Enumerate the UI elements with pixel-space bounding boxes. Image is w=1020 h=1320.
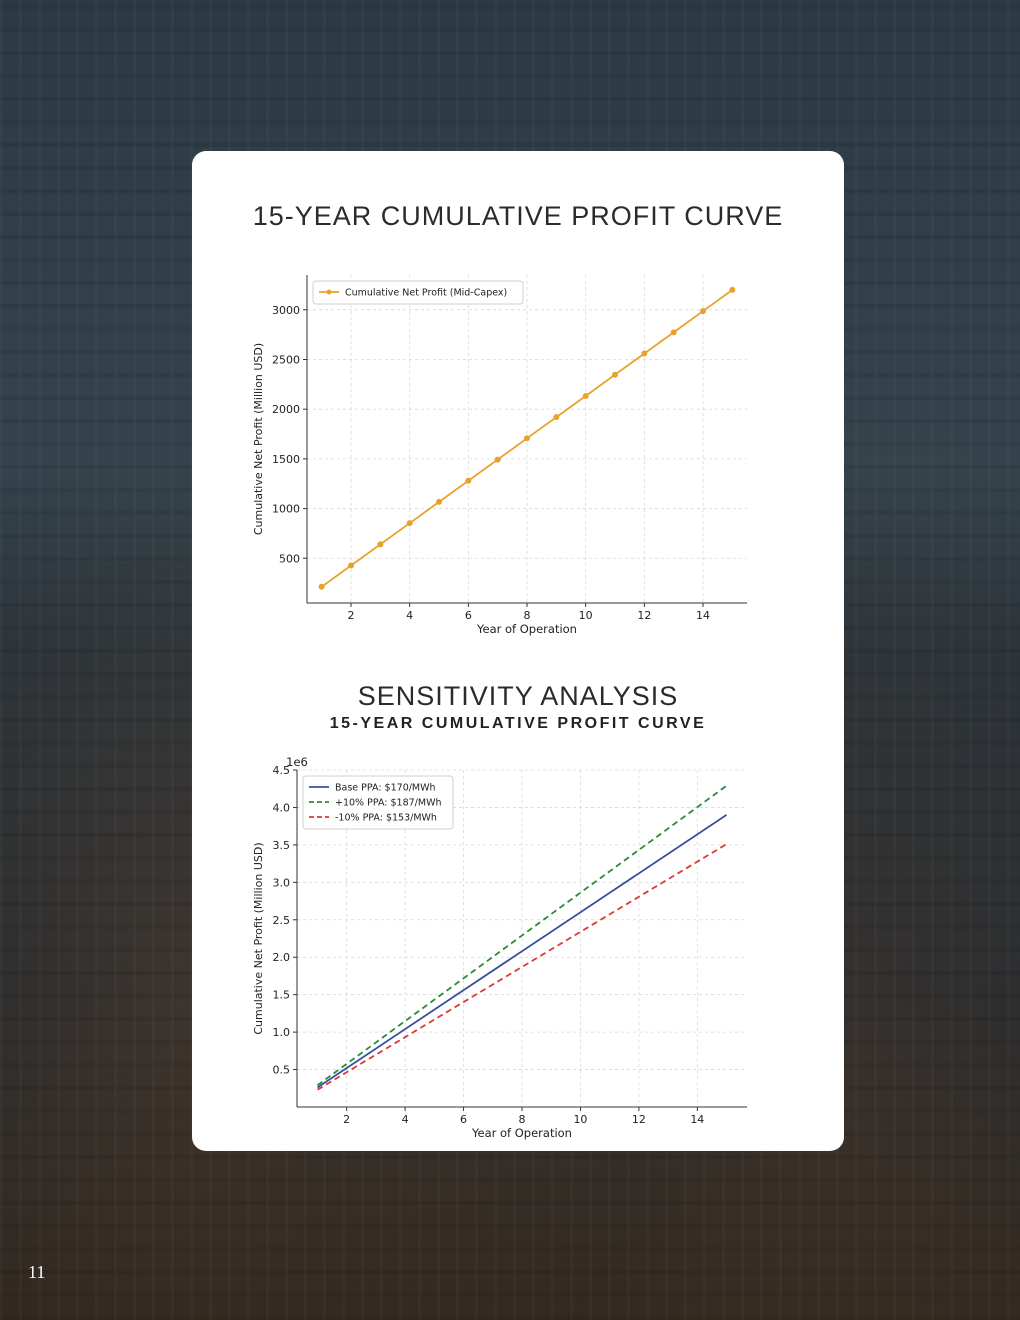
y-scale-note: 1e6 [286, 755, 308, 769]
data-point [348, 562, 354, 569]
data-point [641, 350, 648, 357]
y-tick-label: 500 [279, 552, 300, 565]
x-tick-label: 6 [460, 1113, 467, 1126]
y-tick-label: 3.5 [273, 839, 291, 852]
y-axis-label: Cumulative Net Profit (Million USD) [252, 842, 265, 1034]
x-tick-label: 10 [579, 609, 593, 622]
series-line [316, 814, 728, 1089]
y-tick-label: 1500 [272, 453, 300, 466]
profit-line-chart: 2 4 6 8 10 12 14 500 1000 1500 2000 2500 3000 Year of… [252, 275, 747, 636]
x-tick-label: 14 [690, 1113, 704, 1126]
series-line [316, 785, 728, 1087]
sensitivity-subheading: 15-YEAR CUMULATIVE PROFIT CURVE [329, 715, 707, 732]
data-point [729, 286, 736, 293]
y-tick-label: 4.5 [273, 764, 291, 777]
x-tick-label: 12 [632, 1113, 646, 1126]
x-tick-label: 8 [519, 1113, 526, 1126]
y-tick-label: 1000 [272, 503, 300, 516]
legend-label: -10% PPA: $153/MWh [335, 813, 437, 824]
legend-box [312, 280, 524, 305]
data-point [494, 456, 501, 463]
x-axis-label: Year of Operation [471, 1126, 572, 1140]
legend-box [302, 775, 454, 830]
data-point [582, 392, 589, 399]
data-point [406, 520, 413, 527]
data-point [700, 308, 706, 315]
page-number: 11 [28, 1262, 46, 1282]
legend-label: Cumulative Net Profit (Mid-Capex) [345, 288, 507, 299]
legend-marker [326, 289, 332, 295]
sensitivity-line-chart: 2 4 6 8 10 12 14 0.5 1.0 1.5 2.0 2.5 3.0 3.5 4.0 4.5 Yea… [252, 755, 747, 1140]
profit-chart-heading: 15-YEAR CUMULATIVE PROFIT CURVE [252, 201, 784, 231]
legend-label: +10% PPA: $187/MWh [335, 798, 442, 809]
sensitivity-heading: SENSITIVITY ANALYSIS [357, 681, 679, 711]
x-tick-label: 12 [637, 609, 651, 622]
y-tick-label: 1.0 [273, 1026, 291, 1039]
data-point [377, 541, 384, 548]
legend-label: Base PPA: $170/MWh [335, 783, 436, 794]
x-tick-label: 10 [573, 1113, 587, 1126]
data-point [612, 371, 618, 378]
y-tick-label: 1.5 [273, 989, 291, 1002]
data-point [670, 329, 677, 336]
x-tick-label: 14 [696, 609, 710, 622]
x-tick-label: 2 [343, 1113, 350, 1126]
x-axis-label: Year of Operation [476, 622, 577, 636]
x-tick-label: 2 [348, 609, 355, 622]
y-tick-label: 0.5 [273, 1064, 291, 1077]
y-tick-label: 3000 [272, 304, 300, 317]
y-tick-label: 3.0 [273, 876, 291, 889]
y-tick-label: 2.0 [273, 951, 291, 964]
y-tick-label: 2000 [272, 403, 300, 416]
data-point [465, 477, 472, 484]
x-tick-label: 6 [465, 609, 472, 622]
content-card: 15-YEAR CUMULATIVE PROFIT CURVE 2 4 6 8 10 12… [192, 151, 844, 1151]
data-point [524, 435, 530, 442]
y-tick-label: 4.0 [273, 801, 291, 814]
data-point [318, 583, 325, 590]
y-axis-label: Cumulative Net Profit (Million USD) [252, 343, 265, 535]
x-tick-label: 4 [402, 1113, 409, 1126]
data-point [553, 414, 560, 421]
y-tick-label: 2500 [272, 353, 300, 366]
data-point [436, 498, 442, 505]
y-tick-label: 2.5 [273, 914, 291, 927]
x-tick-label: 4 [406, 609, 413, 622]
x-tick-label: 8 [524, 609, 531, 622]
